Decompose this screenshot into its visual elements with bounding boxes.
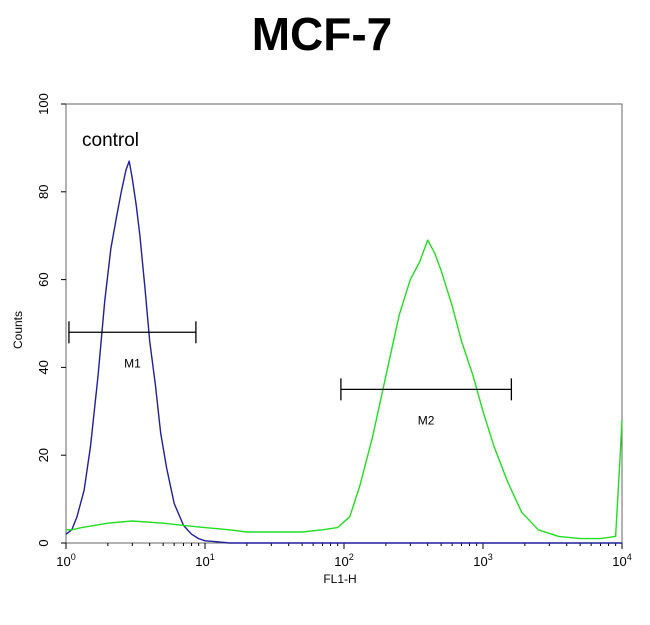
y-axis-ticks: 0 20 40 60 80 100 (36, 93, 66, 547)
x-tick-label: 102 (334, 552, 353, 569)
x-tick-label: 100 (56, 552, 75, 569)
series-group (65, 160, 623, 544)
y-axis-label: Counts (11, 311, 25, 349)
x-tick-label: 101 (195, 552, 214, 569)
x-axis-ticks: 100 101 102 103 104 (56, 543, 632, 569)
series-line-1 (65, 160, 622, 544)
x-axis-label: FL1-H (323, 572, 356, 586)
y-tick-label: 0 (36, 539, 51, 546)
x-tick-label: 104 (612, 552, 631, 569)
y-tick-label: 40 (36, 360, 51, 374)
chart-title: MCF-7 (252, 8, 393, 60)
x-tick-label: 103 (473, 552, 492, 569)
y-tick-label: 100 (36, 93, 51, 115)
y-tick-label: 60 (36, 272, 51, 286)
gate-markers: M1 M2 (68, 321, 513, 427)
y-tick-label: 20 (36, 448, 51, 462)
y-tick-label: 80 (36, 185, 51, 199)
series-line-2 (66, 239, 623, 540)
control-annotation: control (82, 130, 139, 151)
marker-label: M1 (124, 356, 141, 370)
plot-frame (65, 103, 623, 544)
marker-label: M2 (418, 413, 435, 427)
